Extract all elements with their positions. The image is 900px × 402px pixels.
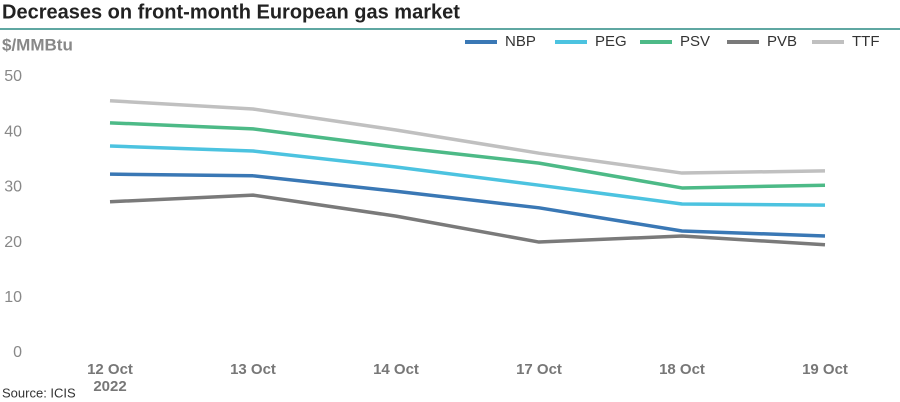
x-tick-label: 18 Oct	[659, 361, 705, 378]
x-tick-year: 2022	[93, 378, 126, 395]
x-tick-label: 12 Oct	[87, 361, 133, 378]
chart-title: Decreases on front-month European gas ma…	[2, 1, 460, 23]
y-tick-label: 30	[4, 179, 22, 196]
series-line	[109, 193, 826, 247]
series-line	[109, 98, 826, 175]
y-axis-label: $/MMBtu	[2, 35, 73, 54]
series-line	[109, 172, 826, 238]
legend-label: PVB	[767, 33, 797, 50]
legend-label: PEG	[595, 33, 627, 50]
x-tick-label: 14 Oct	[373, 361, 419, 378]
y-tick-label: 50	[4, 68, 22, 85]
source: Source: ICIS	[2, 385, 76, 400]
legend-label: PSV	[680, 33, 710, 50]
legend-label: TTF	[852, 33, 880, 50]
legend-label: NBP	[505, 33, 536, 50]
x-tick-label: 17 Oct	[516, 361, 562, 378]
series-line	[109, 144, 826, 207]
y-tick-label: 20	[4, 234, 22, 251]
y-tick-label: 10	[4, 289, 22, 306]
y-tick-label: 40	[4, 123, 22, 140]
x-tick-label: 19 Oct	[802, 361, 848, 378]
y-tick-label: 0	[13, 344, 22, 361]
x-tick-label: 13 Oct	[230, 361, 276, 378]
series-line	[109, 121, 826, 190]
